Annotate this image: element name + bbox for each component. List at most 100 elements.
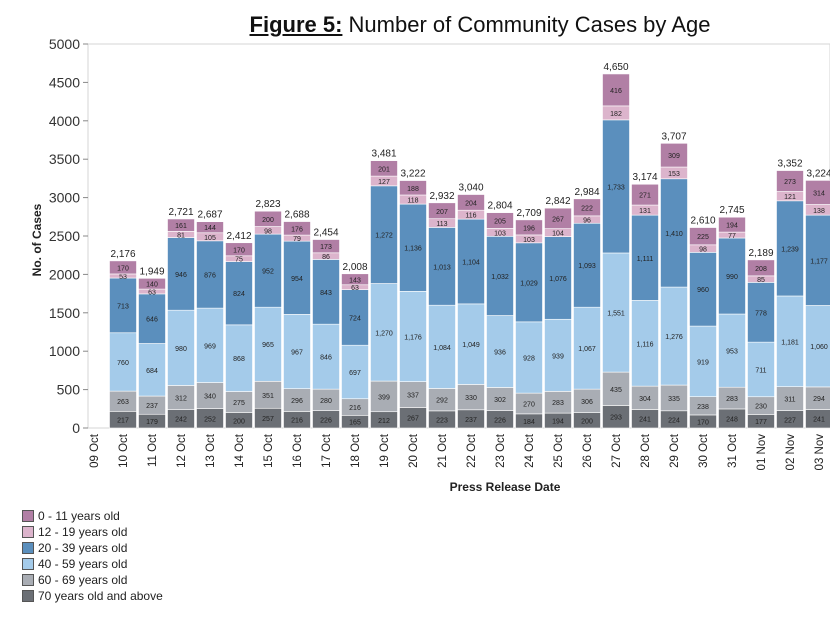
legend-swatch: [22, 558, 34, 570]
data-label: 399: [378, 394, 390, 401]
data-label: 131: [639, 208, 651, 215]
data-label: 226: [494, 417, 506, 424]
data-label: 271: [639, 193, 651, 200]
data-label: 98: [264, 228, 272, 235]
data-label: 267: [407, 416, 419, 423]
data-label: 713: [117, 303, 129, 310]
data-label: 275: [233, 400, 245, 407]
data-label: 1,067: [578, 346, 596, 353]
bar-segment: [196, 382, 224, 409]
total-label: 1,949: [139, 266, 164, 277]
data-label: 980: [175, 346, 187, 353]
x-tick-label: 12 Oct: [176, 433, 188, 468]
bar-segment: [747, 282, 775, 343]
legend-item: 20 - 39 years old: [22, 540, 163, 556]
data-label: 165: [349, 420, 361, 427]
bar-segment: [573, 306, 601, 390]
data-label: 1,239: [781, 246, 799, 253]
data-label: 646: [146, 317, 158, 324]
data-label: 217: [117, 418, 129, 425]
bar-segment: [660, 178, 688, 288]
data-label: 1,276: [665, 334, 683, 341]
bar-segment: [138, 293, 166, 344]
data-label: 242: [175, 417, 187, 424]
data-label: 292: [436, 398, 448, 405]
bar-segment: [428, 304, 456, 389]
total-label: 2,189: [748, 248, 773, 259]
legend-label: 20 - 39 years old: [38, 541, 128, 555]
legend-item: 0 - 11 years old: [22, 508, 163, 524]
data-label: 1,049: [462, 342, 480, 349]
legend-item: 12 - 19 years old: [22, 524, 163, 540]
total-label: 2,842: [545, 196, 570, 207]
total-label: 2,984: [574, 187, 599, 198]
bar-segment: [370, 283, 398, 382]
data-label: 170: [697, 419, 709, 426]
bar-segment: [399, 203, 427, 292]
data-label: 309: [668, 153, 680, 160]
data-label: 337: [407, 393, 419, 400]
bar-segment: [747, 259, 775, 277]
legend-swatch: [22, 542, 34, 554]
bar-segment: [805, 180, 830, 205]
bar-segment: [196, 221, 224, 234]
x-tick-label: 10 Oct: [118, 433, 130, 468]
data-label: 184: [523, 419, 535, 426]
data-label: 919: [697, 359, 709, 366]
data-label: 176: [291, 226, 303, 233]
bar-segment: [747, 341, 775, 398]
data-label: 267: [552, 216, 564, 223]
data-label: 121: [784, 194, 796, 201]
legend-label: 40 - 59 years old: [38, 557, 128, 571]
bar-segment: [370, 160, 398, 177]
data-label: 86: [322, 254, 330, 261]
data-label: 204: [465, 200, 477, 207]
total-label: 2,610: [690, 216, 715, 227]
data-label: 226: [320, 417, 332, 424]
data-label: 263: [117, 399, 129, 406]
data-label: 230: [755, 404, 767, 411]
total-label: 2,008: [342, 262, 367, 273]
bar-segment: [312, 239, 340, 254]
bar-segment: [718, 313, 746, 388]
data-label: 53: [119, 274, 127, 281]
data-label: 280: [320, 398, 332, 405]
legend-label: 0 - 11 years old: [38, 509, 120, 523]
bar-segment: [515, 219, 543, 236]
data-label: 936: [494, 350, 506, 357]
total-label: 3,352: [777, 159, 802, 170]
data-label: 340: [204, 394, 216, 401]
total-label: 3,222: [400, 169, 425, 180]
bar-segment: [167, 309, 195, 386]
bar-segment: [660, 143, 688, 168]
data-label: 954: [291, 276, 303, 283]
data-label: 1,176: [404, 334, 422, 341]
data-label: 1,076: [549, 276, 567, 283]
data-label: 104: [552, 231, 564, 238]
total-label: 3,224: [806, 168, 830, 179]
data-label: 435: [610, 387, 622, 394]
x-tick-label: 02 Nov: [785, 434, 797, 471]
bar-segment: [109, 277, 137, 334]
bar-segment: [109, 260, 137, 275]
bar-segment: [138, 343, 166, 397]
bar-segment: [805, 214, 830, 306]
data-label: 188: [407, 186, 419, 193]
data-label: 153: [668, 171, 680, 178]
data-label: 216: [291, 418, 303, 425]
bar-segment: [399, 180, 427, 196]
data-label: 257: [262, 416, 274, 423]
data-label: 314: [813, 190, 825, 197]
y-tick-label: 4000: [49, 113, 80, 129]
bar-segment: [312, 259, 340, 325]
chart-legend: 0 - 11 years old 12 - 19 years old 20 - 39…: [22, 508, 163, 604]
y-axis-label: No. of Cases: [30, 203, 44, 276]
bar-segment: [515, 321, 543, 394]
data-label: 697: [349, 370, 361, 377]
data-label: 778: [755, 310, 767, 317]
data-label: 127: [378, 179, 390, 186]
x-tick-label: 30 Oct: [698, 433, 710, 468]
data-label: 1,272: [375, 233, 393, 240]
data-label: 144: [204, 225, 216, 232]
data-label: 843: [320, 290, 332, 297]
